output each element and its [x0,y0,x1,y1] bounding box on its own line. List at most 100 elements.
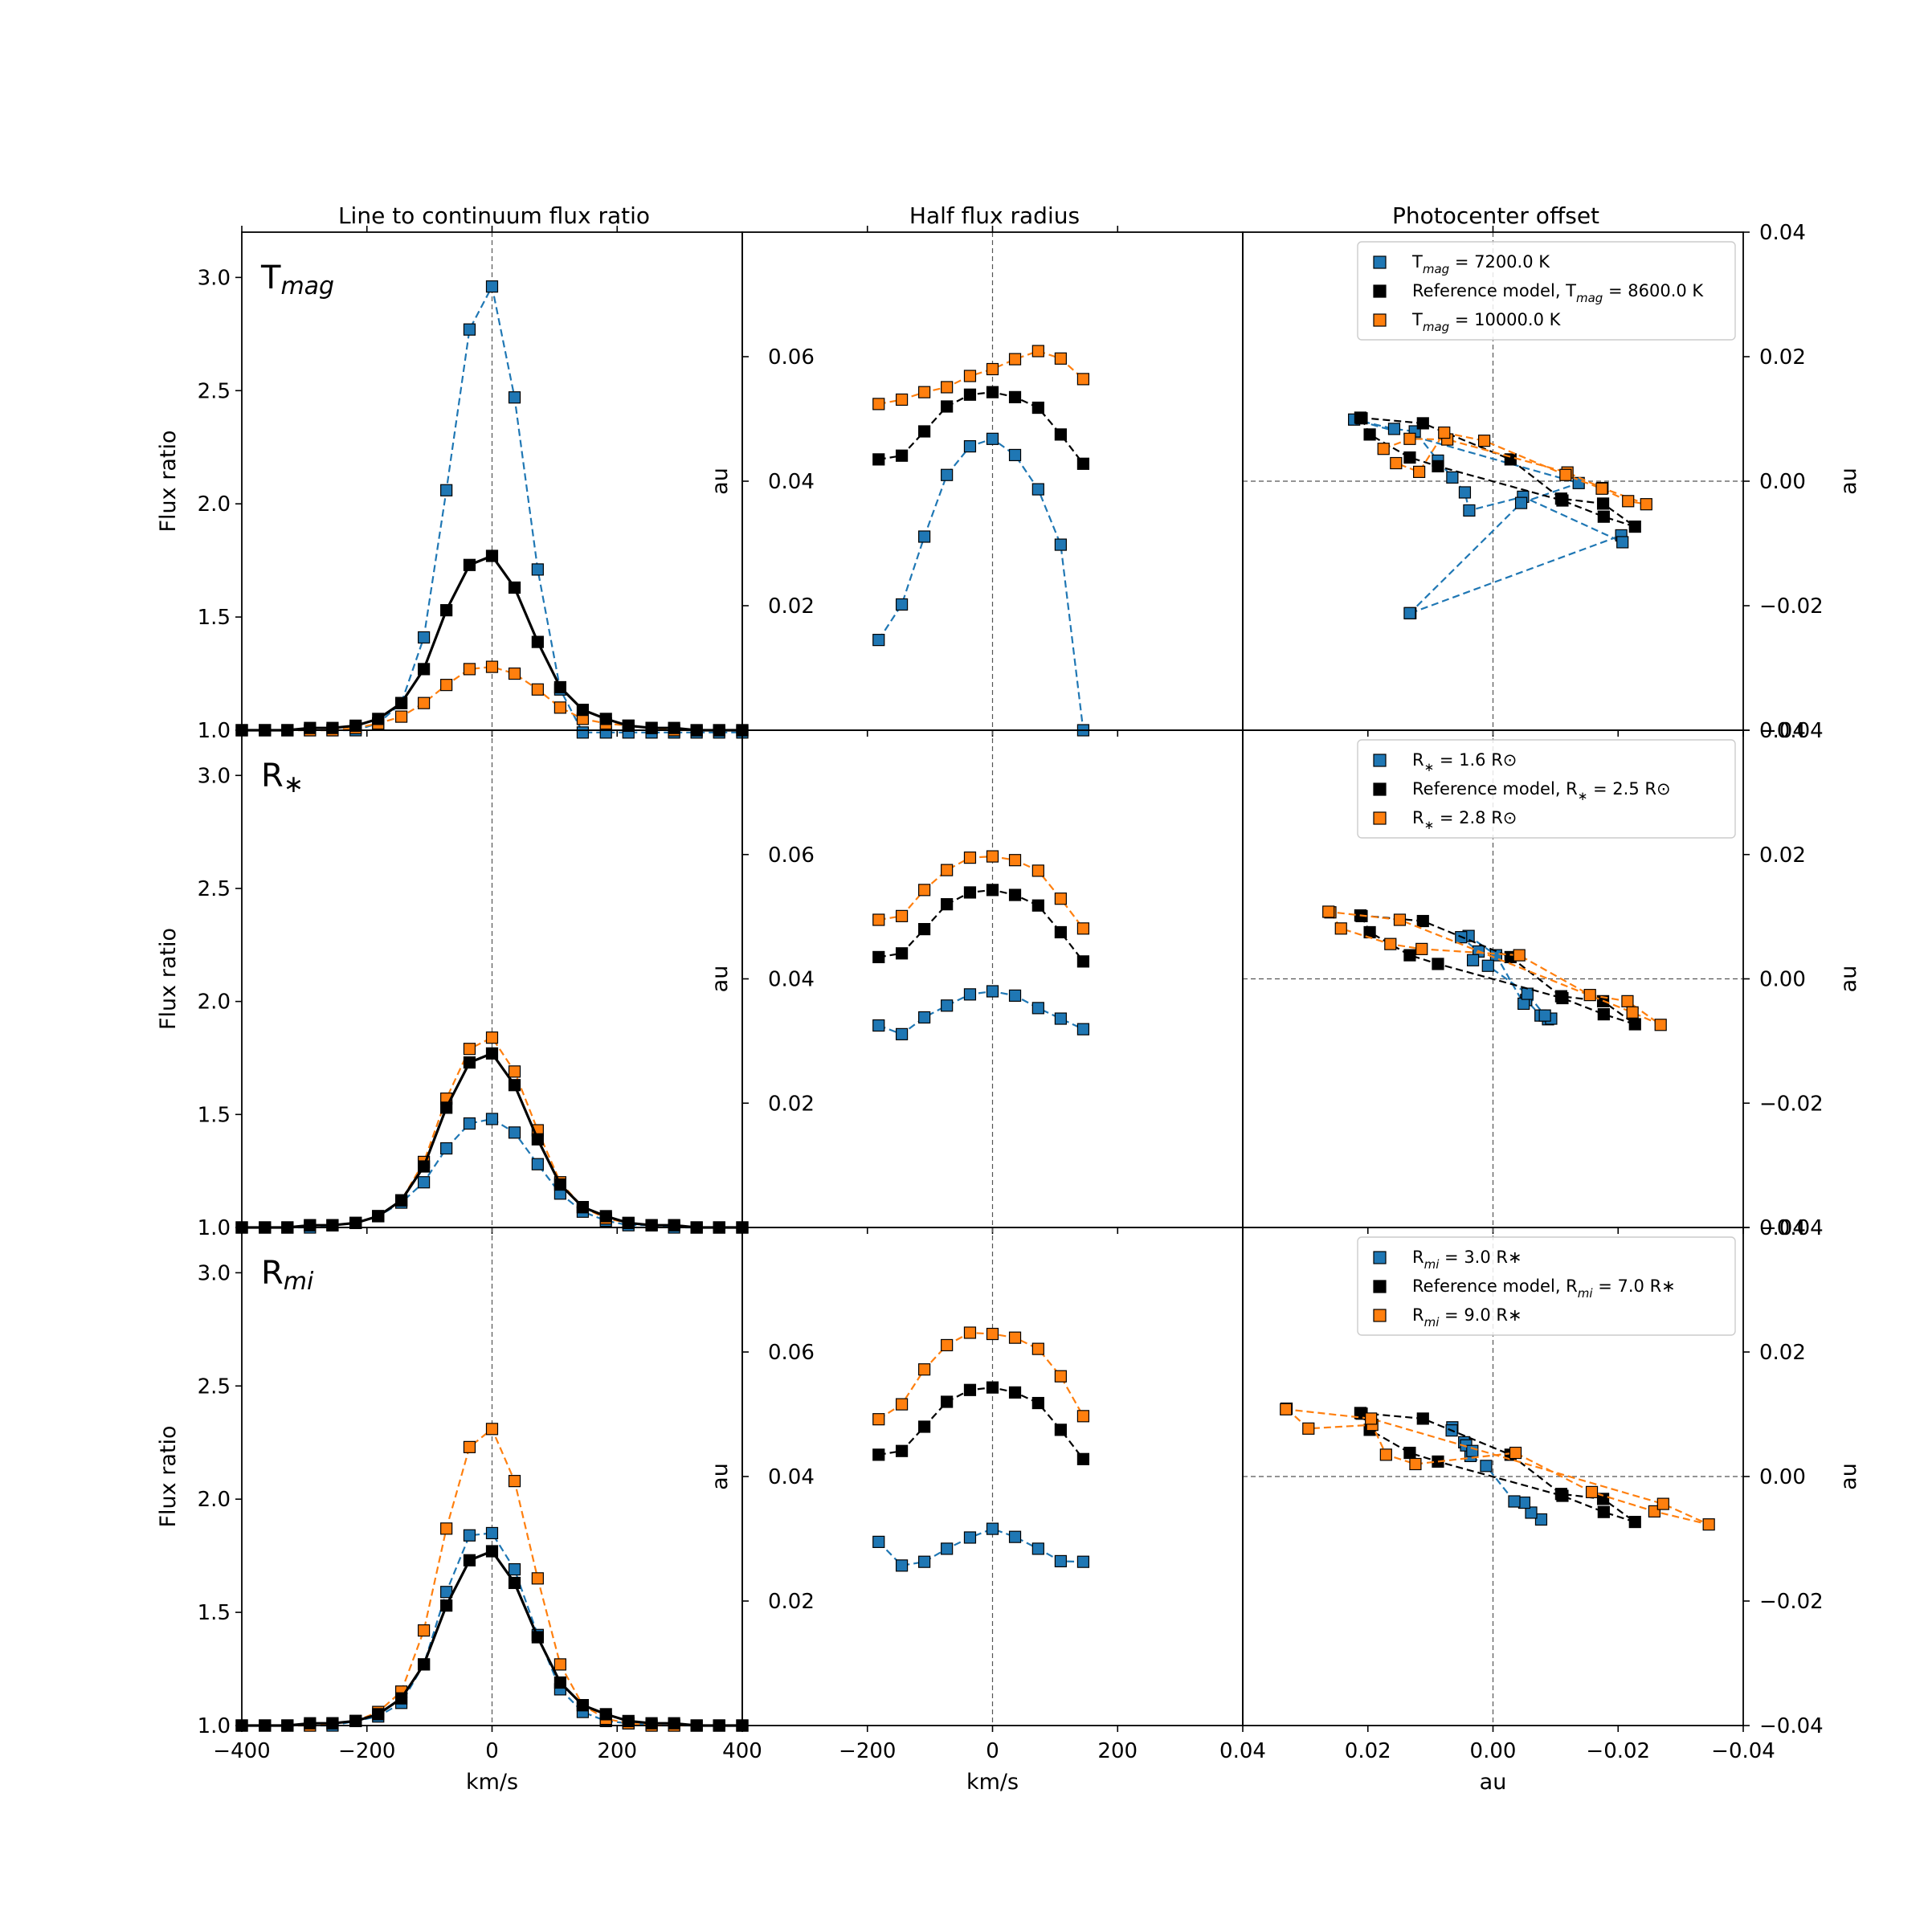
legend-entry-black: Reference model, Tmag = 8600.0 K [1412,281,1704,305]
data-point-blue [508,1562,521,1576]
data-point-orange [1393,913,1407,926]
data-point-blue [941,999,954,1012]
data-point-blue [1054,1554,1067,1568]
data-point-blue [508,1126,521,1139]
data-point-black [1031,1396,1044,1410]
y-tick-label: 0.04 [1759,719,1806,743]
photo-panel-0: 0.04 0.02 0.00 −0.02 −0.04 au Tmag = 7200.0 K R… [1242,221,1861,743]
data-point-blue [986,985,999,998]
data-point-black [349,719,362,732]
data-point-orange [1379,1448,1392,1461]
x-tick-label: 0.00 [1470,1739,1517,1763]
data-point-orange [963,370,977,382]
data-point-blue [1538,1009,1551,1022]
data-point-orange [485,1031,499,1044]
data-point-blue [895,1559,909,1572]
data-point-blue [1403,607,1416,619]
data-point-black [986,386,999,398]
y-axis-label: au [1836,966,1861,993]
y-tick-label: 0.02 [768,1590,815,1614]
data-point-orange [1384,937,1397,950]
data-point-orange [1415,942,1428,955]
data-point-black [463,558,476,571]
data-point-orange [1076,922,1090,935]
data-point-black [418,663,431,676]
data-point-orange [941,381,954,394]
legend-entry-black: Reference model, R∗ = 2.5 R⊙ [1412,779,1671,803]
data-point-black [622,719,635,732]
y-tick-label: −0.02 [1759,594,1824,619]
data-point-black [941,898,954,911]
y-tick-label: 1.0 [198,719,231,743]
data-point-orange [918,1363,931,1376]
data-point-blue [918,530,931,543]
data-point-blue [463,1117,476,1130]
y-tick-label: 0.04 [768,470,815,494]
data-point-orange [463,1440,476,1453]
data-point-black [508,581,521,594]
data-point-orange [1008,1331,1022,1344]
data-point-black [1596,497,1610,510]
y-tick-label: 0.02 [768,594,815,619]
data-point-blue [1458,486,1472,499]
data-point-orange [1438,426,1451,439]
y-tick-label: 3.0 [198,1261,231,1285]
data-point-black [645,1717,658,1730]
data-point-orange [986,850,999,863]
data-point-orange [941,864,954,876]
data-point-black [1031,899,1044,912]
data-point-black [1628,1515,1641,1529]
data-point-orange [440,679,453,692]
data-point-black [895,449,909,462]
data-point-blue [872,1019,885,1032]
data-point-orange [553,1658,566,1671]
data-point-black [895,1444,909,1457]
y-tick-label: 0.02 [768,1092,815,1116]
data-point-orange [1513,949,1526,962]
series-line-orange [878,349,1084,405]
column-title-photocenter: Photocenter offset [1392,202,1599,229]
legend-entry-blue: R∗ = 1.6 R⊙ [1412,750,1517,774]
data-point-orange [1640,498,1652,511]
legend-entry-black: Reference model, Rmi = 7.0 R∗ [1412,1276,1676,1301]
y-axis-label: Flux ratio [156,1426,181,1528]
data-point-orange [1008,353,1022,366]
data-point-orange [1409,1457,1422,1471]
x-tick-label: 0 [986,1739,999,1763]
legend: R∗ = 1.6 R⊙ Reference model, R∗ = 2.5 R⊙ R… [1357,739,1736,839]
data-point-orange [508,1065,521,1078]
data-point-black [576,1201,590,1214]
data-point-black [326,721,339,734]
data-point-blue [1008,989,1022,1002]
data-point-orange [508,1475,521,1488]
data-point-black [986,1381,999,1394]
y-tick-label: 0.02 [1759,1341,1806,1365]
data-point-black [963,1383,977,1396]
y-tick-label: −0.02 [1759,1092,1824,1116]
data-point-black [304,1219,317,1231]
series-line-orange [878,855,1084,929]
data-point-orange [1365,1412,1378,1425]
data-point-blue [1481,959,1494,972]
data-point-black [372,713,385,725]
legend-marker-blue [1373,754,1387,767]
data-point-blue [1076,1555,1090,1568]
data-point-black [440,1599,453,1612]
data-point-orange [1509,1446,1522,1460]
data-point-orange [1076,1410,1090,1423]
data-point-orange [1413,465,1426,478]
y-tick-label: 2.5 [198,1374,231,1399]
data-point-blue [531,563,544,576]
data-point-blue [986,432,999,445]
data-point-blue [1514,496,1528,509]
data-point-black [440,604,453,617]
y-tick-label: 0.04 [768,968,815,992]
data-point-blue [1054,538,1067,551]
legend-frame [1357,241,1736,341]
data-point-black [895,947,909,960]
row-label: Tmag [260,259,334,300]
data-point-blue [1466,954,1480,966]
series-line-black [1360,416,1636,528]
data-point-orange [941,1338,954,1352]
data-point-orange [1054,352,1067,365]
